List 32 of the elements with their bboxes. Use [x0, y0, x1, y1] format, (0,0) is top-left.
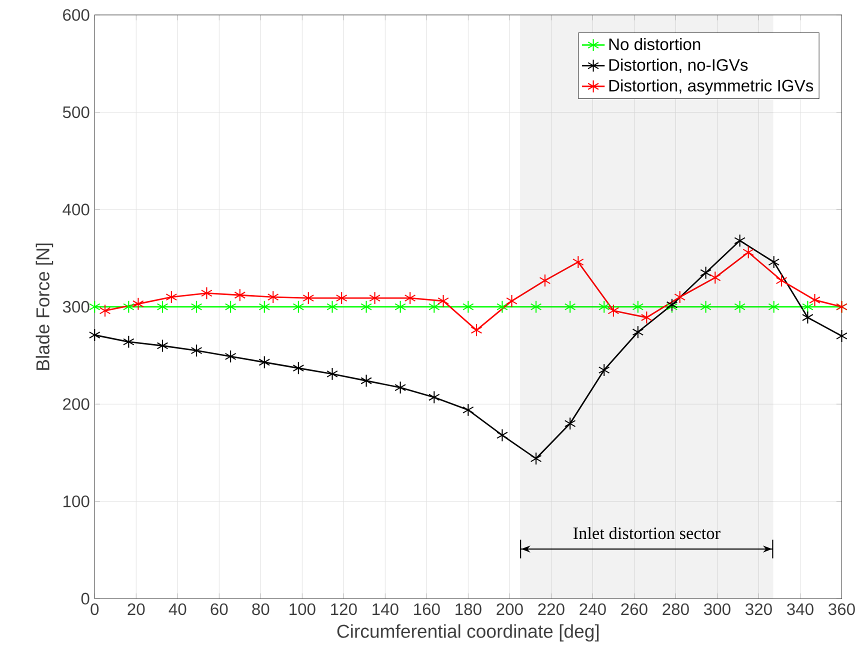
y-tick-label: 300	[62, 300, 90, 312]
x-tick-label: 200	[496, 603, 523, 615]
x-tick-label: 320	[745, 603, 772, 615]
x-tick-label: 60	[210, 603, 228, 615]
legend-label: Distortion, no-IGVs	[609, 58, 748, 73]
x-tick-label: 160	[414, 603, 440, 615]
x-tick-label: 180	[456, 603, 482, 615]
y-tick-label: 100	[64, 495, 90, 508]
x-axis-title: Circumferential coordinate [deg]	[337, 624, 599, 642]
x-tick-label: 0	[90, 603, 99, 615]
x-tick-label: 100	[290, 603, 316, 615]
x-tick-label: 280	[662, 603, 689, 615]
band-label: Inlet distortion sector	[573, 526, 720, 539]
legend-label: Distortion, asymmetric IGVs	[609, 79, 814, 95]
x-tick-label: 340	[787, 603, 814, 615]
x-tick-label: 300	[704, 603, 730, 615]
y-tick-label: 400	[62, 203, 90, 216]
x-tick-label: 120	[331, 603, 357, 615]
y-tick-label: 600	[63, 8, 90, 21]
x-tick-label: 20	[128, 603, 145, 615]
x-tick-label: 240	[580, 603, 606, 615]
x-tick-label: 40	[168, 603, 186, 615]
y-tick-label: 0	[81, 592, 90, 604]
y-tick-label: 500	[62, 106, 90, 118]
legend-label: No distortion	[609, 38, 700, 50]
x-tick-label: 260	[621, 603, 648, 615]
x-tick-label: 220	[538, 603, 564, 615]
y-axis-title: Blade Force [N]	[36, 243, 54, 370]
y-tick-label: 200	[63, 398, 90, 410]
x-tick-label: 80	[252, 603, 270, 615]
x-tick-label: 360	[828, 603, 855, 615]
x-tick-label: 140	[372, 603, 398, 615]
